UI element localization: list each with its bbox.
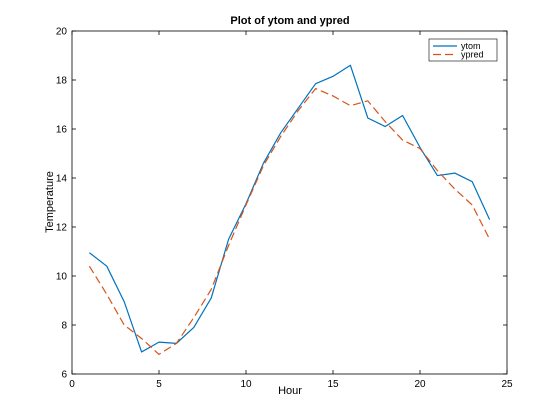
x-tick-label: 15 [327, 379, 339, 390]
chart-title: Plot of ytom and ypred [230, 15, 349, 27]
x-tick-label: 25 [501, 379, 513, 390]
legend-label-ypred: ypred [461, 50, 484, 60]
x-tick-label: 10 [240, 379, 252, 390]
legend-label-ytom: ytom [461, 41, 481, 51]
plot-area [72, 31, 507, 374]
plot-frame [71, 30, 508, 375]
x-tick-label: 0 [69, 379, 75, 390]
y-tick-label: 18 [56, 76, 68, 87]
legend-box [428, 38, 498, 62]
y-tick-label: 6 [61, 370, 67, 381]
y-tick-label: 12 [56, 223, 68, 234]
y-tick-label: 10 [56, 272, 68, 283]
x-tick-label: 20 [414, 379, 426, 390]
y-tick-label: 8 [61, 321, 67, 332]
x-tick-label: 5 [156, 379, 162, 390]
y-axis-label: Temperature [44, 171, 56, 233]
x-axis-label: Hour [278, 385, 302, 397]
series-line-ypred [88, 87, 491, 355]
y-tick-label: 20 [56, 27, 68, 38]
y-tick-label: 14 [56, 174, 68, 185]
y-tick-label: 16 [56, 125, 68, 136]
